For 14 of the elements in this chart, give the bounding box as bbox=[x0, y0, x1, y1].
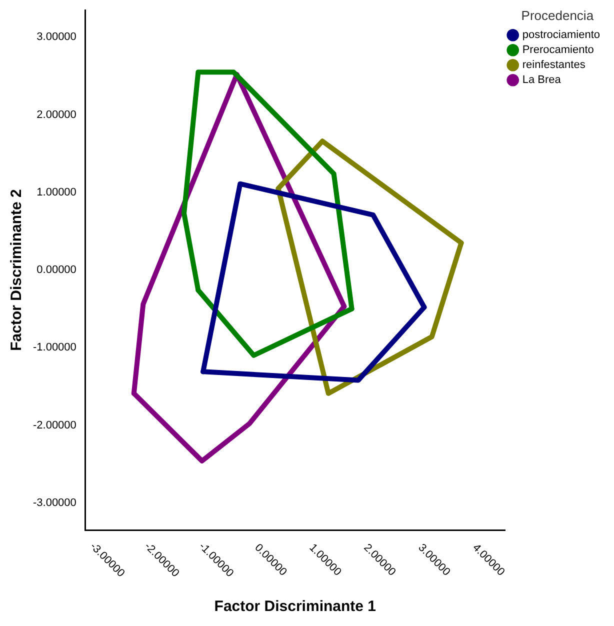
legend-label: postrociamiento bbox=[522, 29, 600, 42]
x-axis-title: Factor Discriminante 1 bbox=[214, 598, 376, 616]
y-tick-label: 1.00000 bbox=[36, 186, 76, 198]
legend-label: La Brea bbox=[522, 74, 562, 86]
y-tick-label: -3.00000 bbox=[32, 496, 76, 509]
y-tick-label: 2.00000 bbox=[36, 108, 76, 121]
legend-label: Prerocamiento bbox=[522, 44, 594, 56]
y-tick-label: 3.00000 bbox=[36, 31, 76, 44]
y-tick-label: -1.00000 bbox=[32, 342, 76, 354]
legend-title: Procedencia bbox=[521, 8, 594, 24]
y-axis-title: Factor Discriminante 2 bbox=[8, 189, 26, 351]
y-tick-label: -2.00000 bbox=[32, 419, 76, 432]
legend-label: reinfestantes bbox=[522, 59, 586, 72]
y-tick-label: 0.00000 bbox=[36, 264, 76, 276]
